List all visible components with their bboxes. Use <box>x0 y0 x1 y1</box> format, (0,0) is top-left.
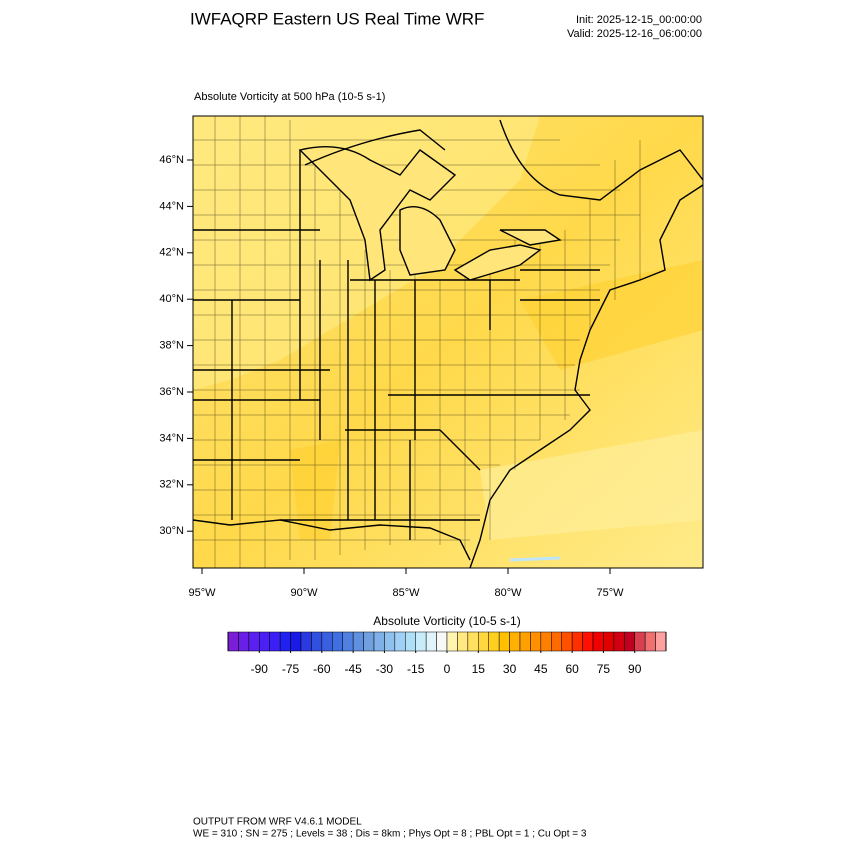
lat-label: 46°N <box>159 154 184 166</box>
colorbar-box <box>613 631 625 652</box>
latitude-labels: 46°N 44°N 42°N 40°N 38°N 36°N 34°N 32°N 30°N <box>159 154 193 537</box>
init-time: Init: 2025-12-15_00:00:00 <box>576 14 702 26</box>
colorbar-box <box>300 631 312 652</box>
footer-line: WE = 310 ; SN = 275 ; Levels = 38 ; Dis … <box>193 829 587 840</box>
lon-label: 95°W <box>188 587 216 599</box>
colorbar-tick-label: -75 <box>282 662 300 676</box>
colorbar-box <box>394 631 406 652</box>
map <box>192 115 704 569</box>
colorbar-box <box>290 631 302 652</box>
colorbar-tick-label: 90 <box>628 662 642 676</box>
lat-label: 38°N <box>159 340 184 352</box>
colorbar-box <box>655 631 667 652</box>
boundaries <box>193 119 703 568</box>
longitude-labels: 95°W 90°W 85°W 80°W 75°W <box>188 568 624 599</box>
colorbar-box <box>561 631 573 652</box>
colorbar-box <box>415 631 427 652</box>
colorbar-tick-label: 15 <box>472 662 486 676</box>
colorbar-tick-label: -60 <box>313 662 331 676</box>
colorbar-tick-label: -30 <box>376 662 394 676</box>
colorbar-tick-label: -90 <box>251 662 269 676</box>
colorbar-box <box>352 631 364 652</box>
colorbar-box <box>311 631 323 652</box>
colorbar-box <box>384 631 396 652</box>
colorbar-box <box>540 631 552 652</box>
valid-time: Valid: 2025-12-16_06:00:00 <box>567 28 702 40</box>
colorbar-title: Absolute Vorticity (10-5 s-1) <box>373 614 520 628</box>
colorbar-tick-label: -45 <box>344 662 362 676</box>
colorbar-box <box>363 631 375 652</box>
colorbar-box <box>551 631 562 652</box>
footer-line: OUTPUT FROM WRF V4.6.1 MODEL <box>193 817 362 828</box>
lon-label: 85°W <box>392 587 420 599</box>
colorbar-box <box>644 631 656 652</box>
colorbar-box <box>238 631 250 652</box>
lon-label: 75°W <box>596 587 624 599</box>
colorbar-box <box>457 631 469 652</box>
colorbar-tick-label: 75 <box>597 662 611 676</box>
field-patch <box>480 430 703 540</box>
colorbar-tick-label: 0 <box>444 662 451 676</box>
colorbar-tick-label: 45 <box>534 662 548 676</box>
colorbar-box <box>279 631 291 652</box>
colorbar-box <box>446 631 458 652</box>
lat-label: 42°N <box>159 247 184 259</box>
colorbar-box <box>624 631 635 652</box>
colorbar: -90 -75 -60 -45 -30 -15 0 15 30 45 60 75 90 <box>227 631 667 676</box>
colorbar-box <box>467 631 479 652</box>
lon-label: 80°W <box>494 587 522 599</box>
colorbar-box <box>248 631 260 652</box>
title: IWFAQRP Eastern US Real Time WRF <box>190 9 484 28</box>
colorbar-box <box>592 631 604 652</box>
colorbar-box <box>332 631 343 652</box>
colorbar-box <box>373 631 385 652</box>
lat-label: 44°N <box>159 200 184 212</box>
lake <box>509 556 561 562</box>
colorbar-box <box>498 631 510 652</box>
lat-label: 40°N <box>159 293 184 305</box>
lat-label: 34°N <box>159 432 184 444</box>
colorbar-box <box>321 631 333 652</box>
colorbar-box <box>488 631 500 652</box>
colorbar-box <box>509 631 521 652</box>
colorbar-box <box>269 631 281 652</box>
colorbar-box <box>603 631 615 652</box>
colorbar-box <box>519 631 531 652</box>
subtitle: Absolute Vorticity at 500 hPa (10-5 s-1) <box>194 91 385 103</box>
colorbar-box <box>530 631 542 652</box>
colorbar-box <box>227 631 239 652</box>
lat-label: 32°N <box>159 479 184 491</box>
lon-label: 90°W <box>290 587 318 599</box>
colorbar-box <box>342 631 354 652</box>
colorbar-box <box>634 631 646 652</box>
colorbar-box <box>425 631 437 652</box>
colorbar-tick-label: 60 <box>565 662 579 676</box>
map-frame <box>192 115 704 569</box>
colorbar-box <box>478 631 489 652</box>
lat-label: 30°N <box>159 525 184 537</box>
colorbar-tick-label: 30 <box>503 662 517 676</box>
colorbar-box <box>571 631 583 652</box>
lat-label: 36°N <box>159 386 184 398</box>
field-patch <box>520 260 703 370</box>
colorbar-tick-label: -15 <box>407 662 425 676</box>
colorbar-box <box>436 631 448 652</box>
colorbar-box <box>405 631 416 652</box>
colorbar-box <box>259 631 270 652</box>
colorbar-box <box>582 631 594 652</box>
